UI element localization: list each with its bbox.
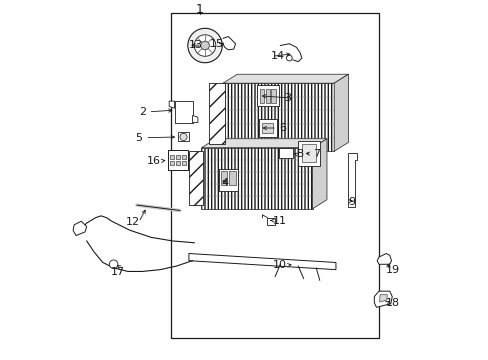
Circle shape — [109, 260, 118, 269]
Text: 18: 18 — [386, 298, 400, 308]
Text: 16: 16 — [147, 156, 161, 166]
Polygon shape — [312, 139, 326, 209]
Circle shape — [286, 55, 292, 61]
Bar — [168, 150, 187, 170]
Circle shape — [201, 41, 209, 50]
Polygon shape — [376, 253, 391, 264]
Bar — [267, 218, 275, 225]
Polygon shape — [373, 291, 391, 307]
Polygon shape — [188, 151, 203, 205]
Text: 12: 12 — [125, 217, 140, 227]
Bar — [218, 169, 238, 191]
Polygon shape — [169, 101, 174, 108]
Text: 13: 13 — [189, 40, 203, 50]
Text: 1: 1 — [195, 3, 203, 16]
Text: 9: 9 — [348, 197, 355, 207]
Polygon shape — [208, 83, 224, 144]
Polygon shape — [348, 153, 357, 207]
Bar — [170, 161, 174, 165]
Bar — [176, 154, 180, 159]
Polygon shape — [192, 116, 198, 123]
Text: 2: 2 — [139, 107, 145, 117]
Text: 4: 4 — [221, 178, 228, 188]
Circle shape — [187, 28, 222, 63]
Circle shape — [180, 134, 187, 140]
Polygon shape — [201, 148, 312, 209]
Text: 10: 10 — [272, 260, 286, 270]
Text: 5: 5 — [135, 133, 142, 143]
Polygon shape — [188, 253, 335, 270]
Text: 17: 17 — [111, 267, 125, 277]
Bar — [171, 13, 378, 338]
Polygon shape — [73, 221, 86, 235]
Bar — [301, 144, 316, 162]
Bar — [257, 85, 278, 107]
Bar — [221, 171, 227, 185]
Text: 11: 11 — [272, 216, 286, 225]
Bar — [298, 140, 319, 166]
Bar — [258, 119, 276, 137]
Bar — [229, 171, 235, 185]
Polygon shape — [379, 295, 386, 302]
Bar — [182, 161, 185, 165]
Polygon shape — [223, 74, 348, 83]
Bar — [271, 89, 275, 103]
Text: 14: 14 — [270, 51, 284, 61]
Text: 3: 3 — [284, 93, 290, 103]
Bar — [176, 161, 180, 165]
Text: 8: 8 — [296, 149, 303, 159]
Bar — [265, 89, 269, 103]
Text: 19: 19 — [386, 265, 400, 275]
Bar — [262, 123, 273, 134]
Polygon shape — [333, 74, 348, 151]
Polygon shape — [174, 101, 192, 123]
Bar — [178, 132, 188, 141]
Bar — [170, 154, 174, 159]
Bar — [260, 89, 264, 103]
Bar — [182, 154, 185, 159]
Bar — [278, 148, 292, 158]
Text: 6: 6 — [279, 123, 286, 133]
Circle shape — [194, 35, 215, 56]
Text: 15: 15 — [209, 40, 223, 49]
Polygon shape — [201, 139, 326, 148]
Text: 7: 7 — [312, 149, 319, 159]
Polygon shape — [223, 83, 333, 151]
